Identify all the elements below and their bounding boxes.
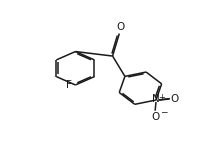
Text: N: N — [152, 94, 160, 104]
Text: F: F — [66, 80, 72, 90]
Text: +: + — [158, 93, 165, 102]
Text: O: O — [170, 94, 179, 104]
Text: −: − — [160, 107, 167, 116]
Text: O: O — [151, 112, 159, 122]
Text: O: O — [116, 22, 124, 32]
